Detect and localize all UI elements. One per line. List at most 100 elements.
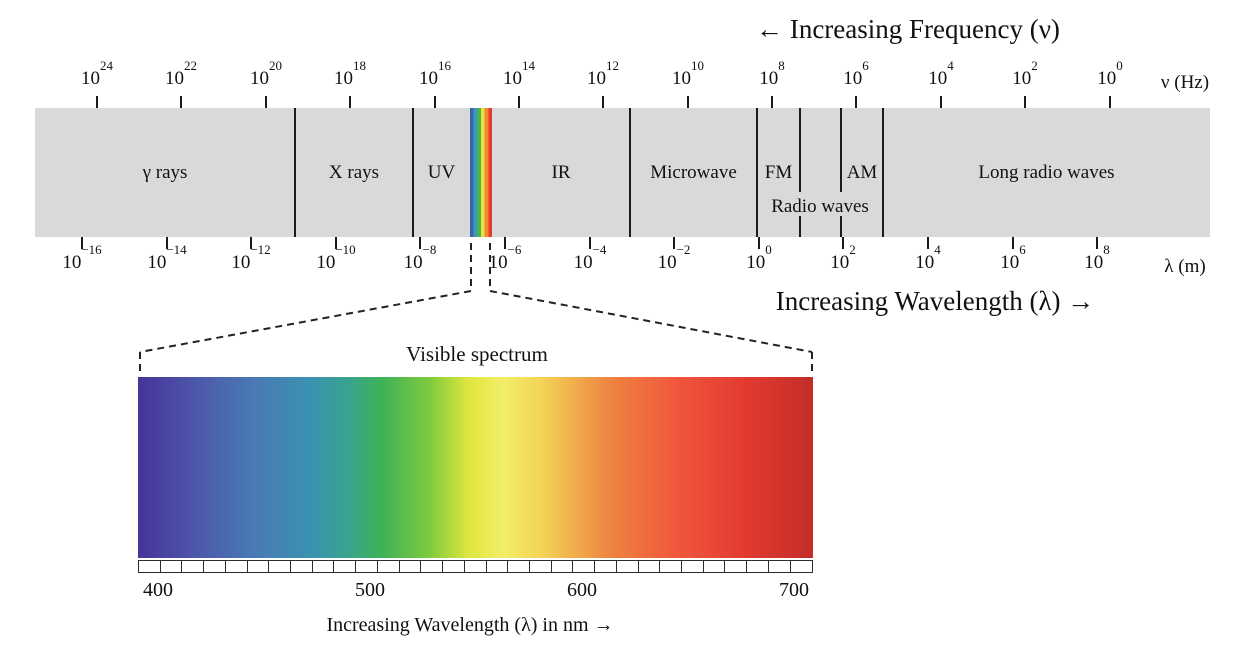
nm-ruler-cell xyxy=(507,560,531,573)
band-region-label: FM xyxy=(764,161,793,183)
nm-ruler-cell xyxy=(442,560,466,573)
band-region-label: X rays xyxy=(328,161,380,183)
wavelength-tick-label: 10−6 xyxy=(488,241,522,273)
wavelength-tick-mark xyxy=(250,237,252,249)
band-sub-divider xyxy=(799,108,801,192)
frequency-tick-label: 1024 xyxy=(81,57,113,89)
wavelength-tick-mark xyxy=(589,237,591,249)
wavelength-tick-mark xyxy=(335,237,337,249)
wavelength-tick-label: 10−16 xyxy=(62,241,102,273)
band-region-long-radio-waves: Long radio waves xyxy=(883,108,1210,237)
frequency-tick-label: 1022 xyxy=(165,57,197,89)
nm-ruler-cell xyxy=(485,560,509,573)
frequency-tick-label: 1016 xyxy=(419,57,451,89)
nm-axis-label: 400 xyxy=(143,579,173,601)
nm-axis-label: 600 xyxy=(567,579,597,601)
wavelength-tick-label: 106 xyxy=(1000,241,1026,273)
nm-ruler-cell xyxy=(615,560,640,573)
band-divider xyxy=(882,108,884,237)
nm-ruler-cell xyxy=(528,560,553,573)
nm-ruler-cell xyxy=(138,560,162,573)
wavelength-tick-mark xyxy=(504,237,506,249)
wavelength-tick-mark xyxy=(673,237,675,249)
visible-spectrum-title: Visible spectrum xyxy=(406,342,548,366)
frequency-tick-mark xyxy=(180,96,182,108)
wavelength-tick-mark xyxy=(927,237,929,249)
frequency-unit-label: ν (Hz) xyxy=(1160,72,1210,93)
increasing-frequency-title: ← Increasing Frequency (ν) xyxy=(756,14,1060,44)
band-divider xyxy=(412,108,414,237)
wavelength-tick-mark xyxy=(166,237,168,249)
band-region-label: IR xyxy=(551,161,571,183)
wavelength-tick-label: 10−4 xyxy=(573,241,607,273)
wavelength-tick-label: 100 xyxy=(746,241,772,273)
band-sub-divider xyxy=(799,216,801,237)
nm-axis-label: 700 xyxy=(779,579,809,601)
spectrum-band: γ rays X rays UV IR Microwave FM AM Long radio … xyxy=(35,108,1210,237)
frequency-tick-mark xyxy=(349,96,351,108)
frequency-tick-mark xyxy=(1024,96,1026,108)
frequency-tick-label: 106 xyxy=(843,57,869,89)
band-sub-divider xyxy=(840,216,842,237)
frequency-tick-mark xyxy=(1109,96,1111,108)
wavelength-tick-label: 104 xyxy=(915,241,941,273)
nm-ruler-cell xyxy=(572,560,596,573)
nm-ruler-cell xyxy=(746,560,770,573)
band-region--rays: γ rays xyxy=(35,108,295,237)
band-region-fm: FM xyxy=(757,108,800,237)
frequency-tick-mark xyxy=(434,96,436,108)
wavelength-tick-label: 102 xyxy=(830,241,856,273)
frequency-tick-mark xyxy=(96,96,98,108)
band-sub-divider xyxy=(840,108,842,192)
nm-ruler-cell xyxy=(290,560,314,573)
frequency-tick-label: 1018 xyxy=(334,57,366,89)
frequency-tick-label: 104 xyxy=(928,57,954,89)
nm-ruler-cell xyxy=(268,560,292,573)
band-region-label: γ rays xyxy=(142,161,188,183)
nm-ruler-cell xyxy=(702,560,726,573)
band-region-am: AM xyxy=(841,108,883,237)
visible-spectrum-gradient xyxy=(138,377,813,558)
frequency-tick-mark xyxy=(602,96,604,108)
wavelength-tick-mark xyxy=(1012,237,1014,249)
nm-ruler-cell xyxy=(203,560,227,573)
frequency-tick-label: 1012 xyxy=(587,57,619,89)
wavelength-tick-label: 108 xyxy=(1084,241,1110,273)
band-region-label: UV xyxy=(427,161,456,183)
frequency-tick-mark xyxy=(855,96,857,108)
wavelength-tick-label: 10−14 xyxy=(147,241,187,273)
nm-ruler-cell xyxy=(355,560,379,573)
nm-ruler-cell xyxy=(181,560,205,573)
nm-ruler-cell xyxy=(637,560,661,573)
frequency-tick-label: 1010 xyxy=(672,57,704,89)
nm-ruler-cell xyxy=(376,560,401,573)
nm-ruler-cell xyxy=(724,560,748,573)
nm-ruler-cell xyxy=(311,560,336,573)
frequency-tick-mark xyxy=(771,96,773,108)
wavelength-tick-mark xyxy=(1096,237,1098,249)
band-region-label: Microwave xyxy=(650,161,737,183)
wavelength-unit-label: λ (m) xyxy=(1164,256,1206,277)
frequency-tick-label: 1014 xyxy=(503,57,535,89)
band-region-x-rays: X rays xyxy=(295,108,413,237)
nm-ruler-cell xyxy=(594,560,618,573)
frequency-tick-mark xyxy=(265,96,267,108)
nm-ruler-cell xyxy=(463,560,488,573)
frequency-tick-label: 102 xyxy=(1012,57,1038,89)
increasing-wavelength-title: Increasing Wavelength (λ) → xyxy=(775,286,1095,316)
wavelength-tick-label: 10−8 xyxy=(403,241,437,273)
nm-ruler-cell xyxy=(767,560,792,573)
wavelength-tick-mark xyxy=(419,237,421,249)
frequency-tick-mark xyxy=(687,96,689,108)
nm-ruler-cell xyxy=(398,560,422,573)
wavelength-tick-mark xyxy=(81,237,83,249)
wavelength-tick-mark xyxy=(758,237,760,249)
frequency-tick-label: 108 xyxy=(759,57,785,89)
frequency-tick-mark xyxy=(940,96,942,108)
nm-ruler-cell xyxy=(224,560,249,573)
wavelength-tick-label: 10−12 xyxy=(231,241,271,273)
wavelength-tick-mark xyxy=(842,237,844,249)
band-region-microwave: Microwave xyxy=(630,108,757,237)
band-region-label: AM xyxy=(846,161,878,183)
